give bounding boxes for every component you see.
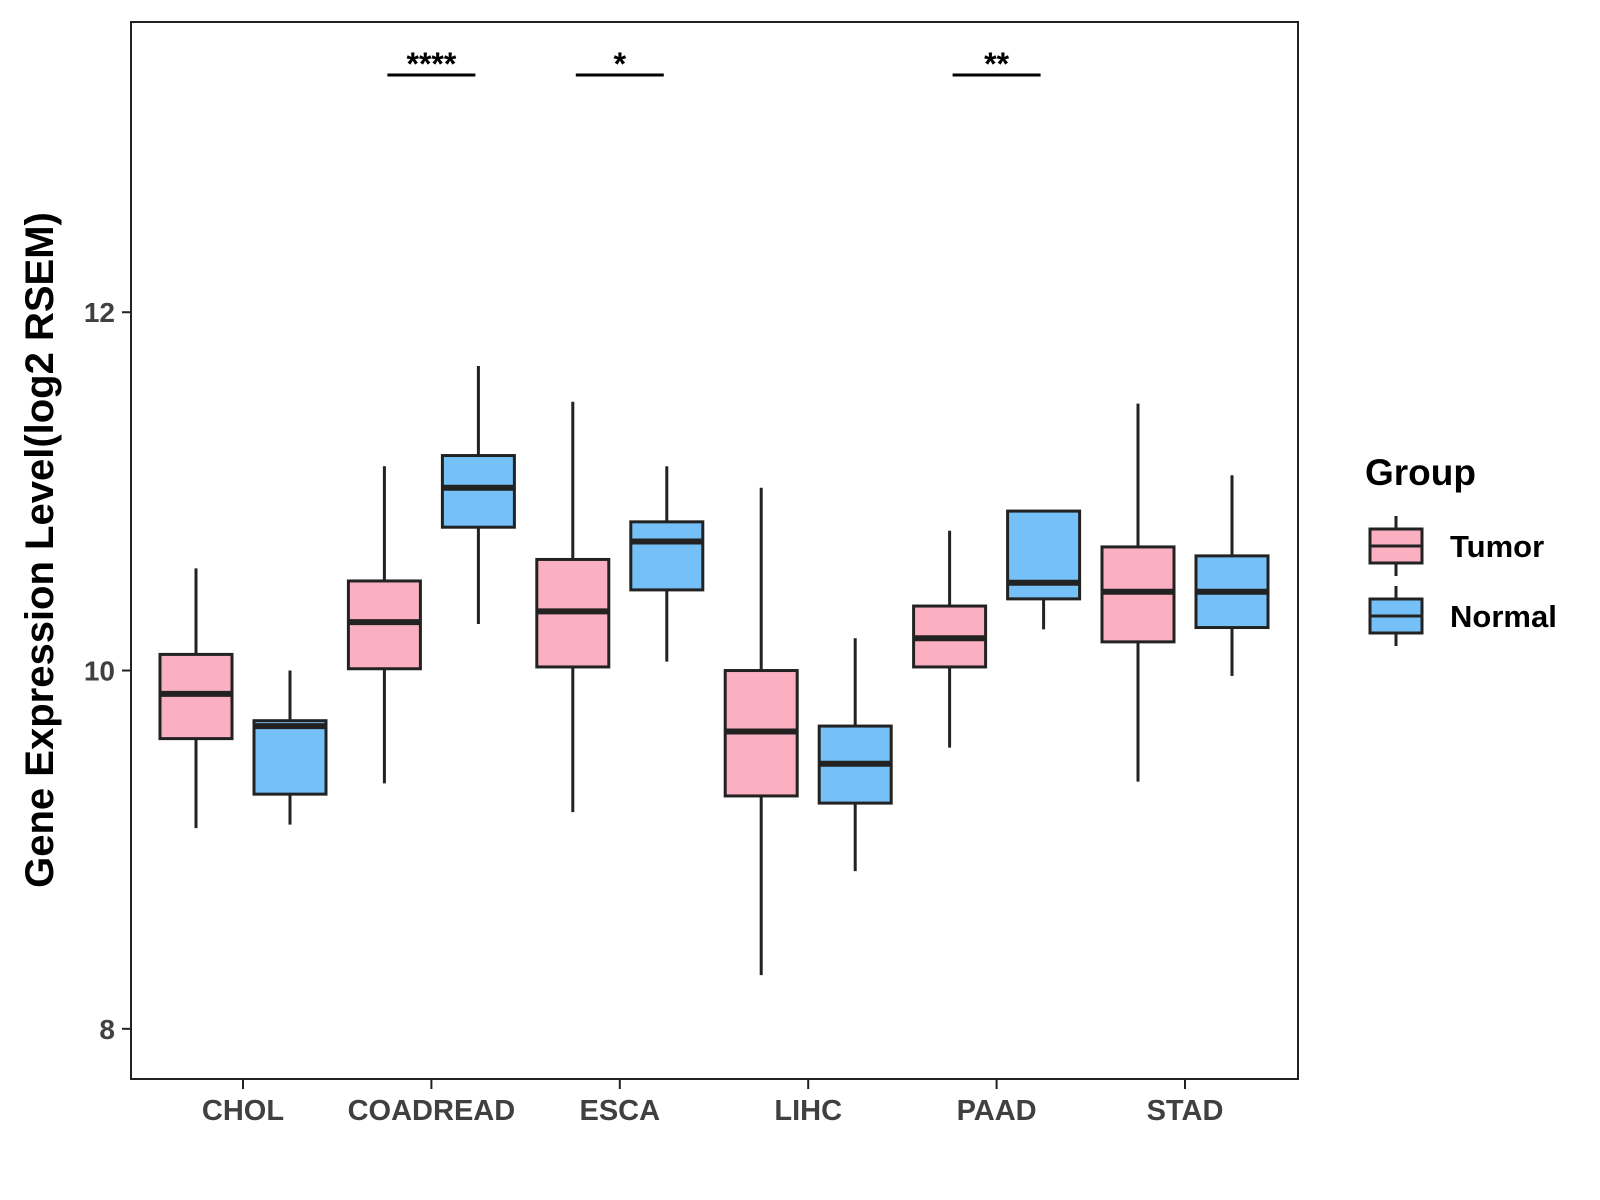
significance-label: **** xyxy=(406,46,456,82)
box-normal-lihc xyxy=(817,638,893,872)
box-body xyxy=(440,454,516,529)
y-axis-label: Gene Expression Level(log2 RSEM) xyxy=(18,212,62,888)
legend: Group Tumor Normal xyxy=(1365,452,1557,646)
x-tick-label: STAD xyxy=(1147,1095,1224,1127)
x-tick-label: PAAD xyxy=(957,1095,1037,1127)
plot-area: **** * ** xyxy=(158,46,1270,976)
significance-label: ** xyxy=(984,46,1009,82)
y-tick-label: 10 xyxy=(84,656,115,687)
significance-paad: ** xyxy=(952,46,1041,82)
y-tick-label: 12 xyxy=(84,297,115,328)
significance-coadread: **** xyxy=(387,46,476,82)
legend-item-normal: Normal xyxy=(1368,586,1557,646)
box-normal-chol xyxy=(252,670,328,825)
box-normal-paad xyxy=(1006,509,1082,630)
significance-esca: * xyxy=(575,46,664,82)
legend-label: Normal xyxy=(1450,599,1557,634)
x-tick-label: LIHC xyxy=(774,1095,842,1127)
x-tick-label: ESCA xyxy=(580,1095,661,1127)
box-normal-stad xyxy=(1194,475,1270,676)
legend-item-tumor: Tumor xyxy=(1368,516,1544,576)
box-tumor-coadread xyxy=(346,466,422,784)
x-tick-label: COADREAD xyxy=(348,1095,516,1127)
x-tick-label: CHOL xyxy=(202,1095,284,1127)
box-normal-coadread xyxy=(440,365,516,624)
box-tumor-paad xyxy=(912,530,988,748)
box-body xyxy=(629,520,705,592)
box-body xyxy=(252,719,328,796)
box-tumor-chol xyxy=(158,568,234,829)
significance-label: * xyxy=(614,46,627,82)
y-tick-label: 8 xyxy=(99,1014,115,1045)
plot-panel-border xyxy=(130,21,1299,1080)
box-tumor-esca xyxy=(535,401,611,813)
legend-title: Group xyxy=(1365,452,1476,493)
box-tumor-stad xyxy=(1100,403,1176,782)
box-normal-esca xyxy=(629,466,705,662)
axes: 8 10 12 CHOL COADREAD ESCA LIHC PAAD STAD xyxy=(84,297,1224,1127)
box-tumor-lihc xyxy=(723,487,799,976)
legend-label: Tumor xyxy=(1450,529,1544,564)
